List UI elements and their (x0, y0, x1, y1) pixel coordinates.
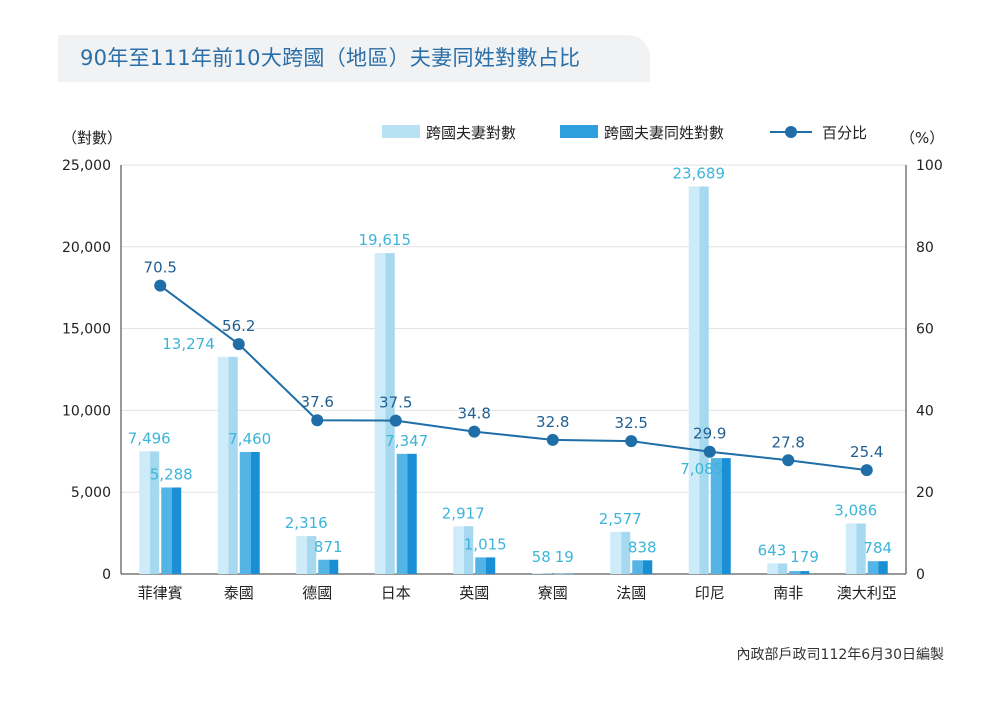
y-axis-right-title: （%） (900, 129, 944, 147)
y-axis-left-title: （對數） (62, 129, 122, 147)
bar-跨國夫妻同姓對數 (710, 458, 731, 574)
data-label-跨國夫妻同姓對數: 7,347 (385, 432, 428, 450)
data-label-百分比: 37.5 (379, 394, 412, 412)
data-label-百分比: 32.5 (615, 414, 648, 432)
data-label-百分比: 70.5 (144, 259, 177, 277)
x-tick-label: 法國 (616, 584, 646, 602)
data-label-跨國夫妻對數: 643 (758, 541, 787, 559)
y-left-tick-label: 10,000 (62, 403, 111, 419)
data-label-跨國夫妻對數: 7,496 (128, 429, 171, 447)
data-label-跨國夫妻同姓對數: 19 (555, 548, 574, 566)
chart-title: 90年至111年前10大跨國（地區）夫妻同姓對數占比 (80, 46, 581, 70)
y-left-tick-label: 20,000 (62, 240, 111, 256)
data-label-跨國夫妻對數: 13,274 (162, 335, 215, 353)
data-label-跨國夫妻同姓對數: 7,085 (680, 460, 723, 478)
bar-跨國夫妻同姓對數 (789, 571, 810, 574)
y-left-tick-label: 15,000 (62, 322, 111, 338)
x-tick-label: 南非 (773, 584, 803, 602)
line-point (468, 425, 481, 438)
source-note: 內政部戶政司112年6月30日編製 (736, 647, 944, 663)
x-tick-label: 日本 (381, 584, 411, 602)
bar-跨國夫妻同姓對數 (475, 557, 496, 574)
data-label-跨國夫妻對數: 58 (532, 548, 551, 566)
data-label-百分比: 56.2 (222, 317, 255, 335)
bar-跨國夫妻對數 (767, 563, 788, 574)
y-right-tick-label: 0 (916, 567, 925, 583)
data-label-跨國夫妻同姓對數: 871 (314, 538, 343, 556)
data-label-百分比: 29.9 (693, 425, 726, 443)
data-label-跨國夫妻對數: 19,615 (359, 231, 412, 249)
bar-跨國夫妻對數 (374, 253, 395, 574)
legend-label-跨國夫妻同姓對數: 跨國夫妻同姓對數 (604, 124, 724, 142)
x-tick-label: 英國 (459, 584, 489, 602)
bar-跨國夫妻對數 (217, 356, 238, 574)
y-left-tick-label: 5,000 (71, 485, 111, 501)
data-label-百分比: 27.8 (772, 433, 805, 451)
bar-跨國夫妻對數 (453, 526, 474, 574)
bar-跨國夫妻對數 (845, 523, 866, 574)
legend-swatch-跨國夫妻對數 (382, 125, 420, 138)
line-point (232, 338, 245, 351)
data-label-跨國夫妻同姓對數: 838 (628, 538, 657, 556)
line-point (860, 464, 873, 477)
bar-跨國夫妻對數 (139, 451, 160, 574)
data-label-百分比: 34.8 (458, 405, 491, 423)
x-tick-label: 德國 (302, 584, 332, 602)
y-right-tick-label: 100 (916, 158, 943, 174)
data-label-百分比: 32.8 (536, 413, 569, 431)
line-point (154, 279, 167, 292)
data-label-跨國夫妻對數: 23,689 (673, 164, 726, 182)
legend-marker-百分比 (785, 126, 797, 138)
x-tick-label: 澳大利亞 (837, 584, 897, 602)
bar-跨國夫妻同姓對數 (318, 559, 339, 574)
data-label-跨國夫妻對數: 3,086 (834, 502, 877, 520)
legend-label-跨國夫妻對數: 跨國夫妻對數 (426, 124, 516, 142)
data-label-跨國夫妻對數: 2,577 (599, 510, 642, 528)
bar-跨國夫妻同姓對數 (161, 487, 182, 574)
bar-跨國夫妻同姓對數 (239, 451, 260, 574)
y-right-tick-label: 60 (916, 322, 934, 338)
y-right-tick-label: 40 (916, 403, 934, 419)
data-label-跨國夫妻同姓對數: 7,460 (228, 430, 271, 448)
data-label-百分比: 37.6 (301, 393, 334, 411)
line-point (546, 433, 559, 446)
y-right-tick-label: 80 (916, 240, 934, 256)
legend-label-百分比: 百分比 (822, 124, 867, 142)
legend-swatch-跨國夫妻同姓對數 (560, 125, 598, 138)
bar-跨國夫妻對數 (296, 536, 317, 574)
data-label-跨國夫妻同姓對數: 179 (790, 548, 819, 566)
bar-跨國夫妻同姓對數 (553, 573, 574, 575)
line-point (782, 454, 795, 467)
x-tick-label: 泰國 (224, 584, 254, 602)
x-tick-label: 寮國 (538, 584, 568, 602)
data-label-跨國夫妻同姓對數: 5,288 (150, 465, 193, 483)
bar-跨國夫妻對數 (610, 531, 631, 574)
data-label-跨國夫妻對數: 2,917 (442, 504, 485, 522)
data-label-百分比: 25.4 (850, 443, 883, 461)
line-point (389, 414, 402, 427)
line-point (625, 435, 638, 448)
bar-跨國夫妻同姓對數 (396, 453, 417, 574)
line-point (311, 414, 324, 427)
data-label-跨國夫妻同姓對數: 1,015 (464, 535, 507, 553)
y-left-tick-label: 25,000 (62, 158, 111, 174)
title-banner: 90年至111年前10大跨國（地區）夫妻同姓對數占比 (58, 35, 650, 82)
line-百分比 (159, 284, 867, 472)
x-tick-label: 印尼 (695, 584, 725, 602)
data-label-跨國夫妻同姓對數: 784 (863, 539, 892, 557)
bar-跨國夫妻同姓對數 (632, 560, 653, 574)
bar-跨國夫妻對數 (688, 186, 709, 574)
x-tick-label: 菲律賓 (138, 584, 183, 602)
bar-跨國夫妻同姓對數 (867, 561, 888, 574)
bar-跨國夫妻對數 (531, 573, 552, 574)
data-label-跨國夫妻對數: 2,316 (285, 514, 328, 532)
y-left-tick-label: 0 (102, 567, 111, 583)
line-point (703, 445, 716, 458)
y-right-tick-label: 20 (916, 485, 934, 501)
